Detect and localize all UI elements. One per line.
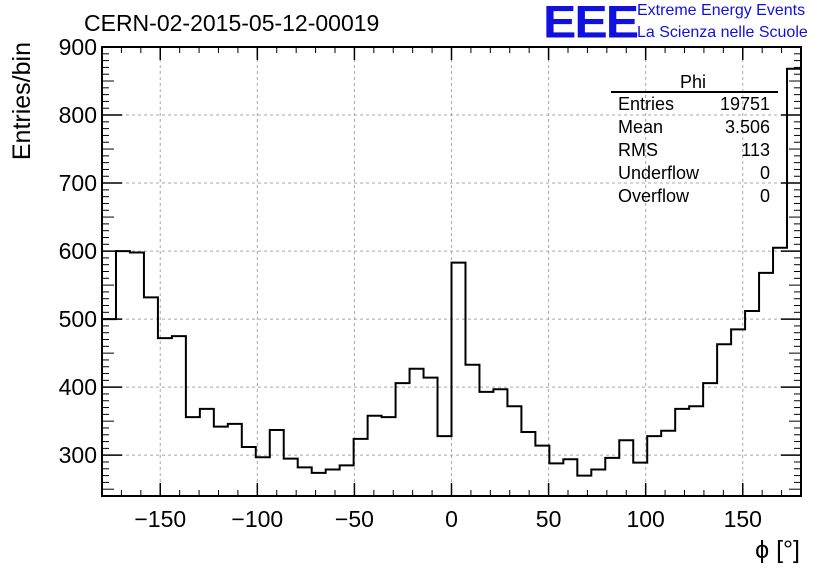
logo-caption-line2: La Scienza nelle Scuole [637,24,808,41]
stats-row-label: RMS [618,140,658,160]
stats-row-value: 0 [760,186,770,206]
y-axis-title: Entries/bin [8,42,36,160]
y-tick-label: 400 [59,374,97,400]
x-tick-label: 150 [724,506,762,532]
y-tick-labels: 300 400 500 600 700 800 900 [59,34,97,468]
stats-row-label: Mean [618,117,663,137]
x-tick-label: −150 [134,506,186,532]
stats-rows: Entries 19751 Mean 3.506 RMS 113 Underflow 0 Ove… [618,94,770,206]
logo-stripe [545,42,635,45]
x-tick-label: −50 [335,506,374,532]
stats-row-label: Underflow [618,163,700,183]
logo-caption-line1: Extreme Energy Events [637,2,806,19]
stats-row-value: 3.506 [725,117,770,137]
y-tick-label: 900 [59,34,97,60]
x-tick-label: 0 [445,506,458,532]
y-tick-label: 700 [59,170,97,196]
x-axis-title: ϕ [°] [755,536,800,564]
x-tick-labels: −150 −100 −50 0 50 100 150 [134,506,762,532]
y-tick-label: 300 [59,442,97,468]
stats-row-value: 113 [741,140,770,160]
y-tick-label: 600 [59,238,97,264]
stats-title: Phi [680,72,706,92]
eee-logo: EEE [543,0,639,48]
x-tick-label: 100 [626,506,664,532]
axis-ticks [101,46,802,496]
x-tick-label: −100 [231,506,283,532]
stats-row-label: Entries [618,94,674,114]
histogram-outline [102,67,802,496]
stats-row-label: Overflow [618,186,690,206]
stats-row-value: 0 [760,163,770,183]
run-title: CERN-02-2015-05-12-00019 [84,10,380,36]
x-tick-label: 50 [536,506,562,532]
stats-box: Phi Entries 19751 Mean 3.506 RMS 113 Underflow… [611,72,778,206]
stats-row-value: 19751 [720,94,770,114]
y-tick-label: 500 [59,306,97,332]
y-tick-label: 800 [59,102,97,128]
